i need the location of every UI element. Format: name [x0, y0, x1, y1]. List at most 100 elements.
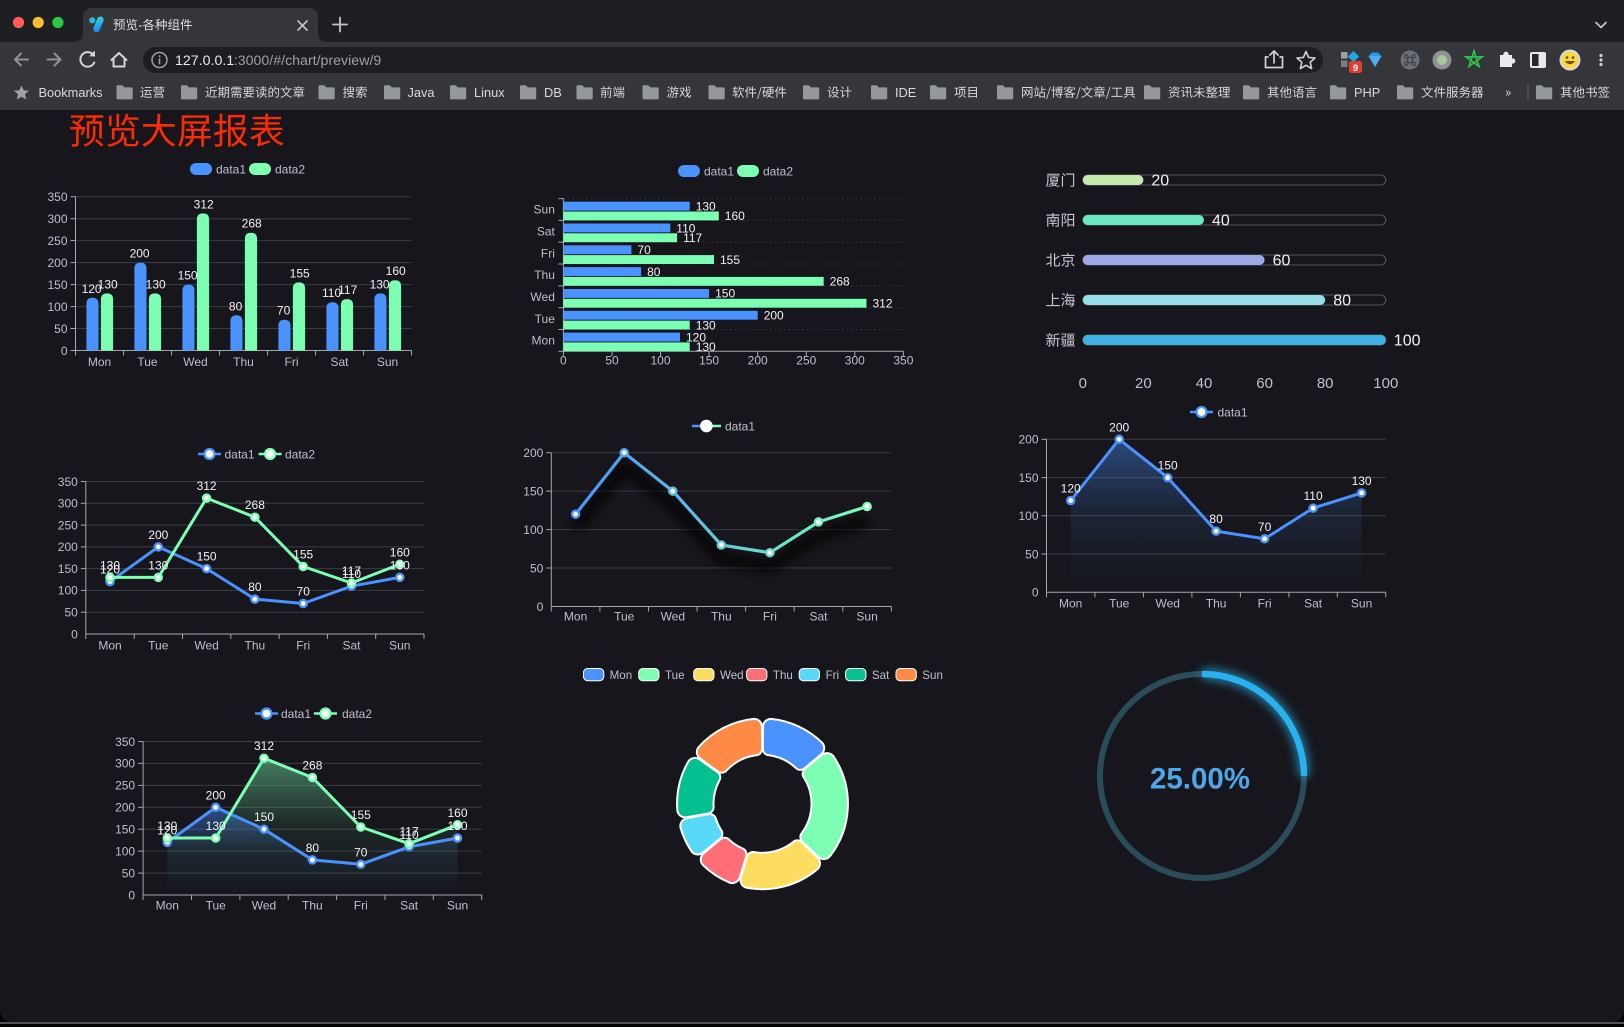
svg-text:130: 130 [370, 277, 390, 291]
svg-text:350: 350 [893, 354, 913, 368]
svg-text:80: 80 [248, 580, 262, 594]
svg-text:50: 50 [54, 322, 68, 336]
svg-text:60: 60 [1273, 253, 1291, 270]
svg-text:200: 200 [748, 354, 768, 368]
svg-text:268: 268 [302, 759, 322, 773]
svg-text:Fri: Fri [296, 639, 310, 653]
svg-text:Sun: Sun [377, 355, 398, 369]
svg-text:Mon: Mon [532, 334, 555, 348]
svg-text:150: 150 [47, 278, 67, 292]
svg-text:130: 130 [146, 277, 166, 291]
svg-text::3000/#/chart/preview/9: :3000/#/chart/preview/9 [234, 53, 382, 69]
svg-text:0: 0 [61, 344, 68, 358]
svg-text:268: 268 [245, 498, 265, 512]
svg-text:50: 50 [1025, 547, 1039, 561]
svg-text:DB: DB [544, 85, 562, 100]
svg-text:200: 200 [1018, 433, 1038, 447]
svg-text:Sun: Sun [447, 899, 468, 913]
svg-text:160: 160 [725, 209, 745, 223]
svg-text:data1: data1 [725, 420, 755, 434]
svg-text:data1: data1 [225, 448, 255, 462]
svg-text:Tue: Tue [1109, 597, 1130, 611]
svg-text:Sun: Sun [856, 610, 877, 624]
svg-text:Fri: Fri [763, 610, 777, 624]
svg-text:100: 100 [47, 300, 67, 314]
svg-text:100: 100 [650, 354, 670, 368]
svg-text:Thu: Thu [233, 355, 254, 369]
svg-text:200: 200 [148, 528, 168, 542]
svg-text:Wed: Wed [252, 899, 276, 913]
svg-text:200: 200 [1109, 420, 1129, 434]
svg-text:Sat: Sat [537, 225, 556, 239]
svg-text:117: 117 [400, 825, 419, 839]
svg-text:40: 40 [1196, 375, 1213, 392]
svg-text:70: 70 [297, 585, 311, 599]
svg-text:Wed: Wed [194, 639, 218, 653]
svg-text:100: 100 [115, 844, 135, 858]
svg-text:Sun: Sun [922, 669, 943, 682]
svg-text:250: 250 [796, 354, 816, 368]
svg-text:Mon: Mon [88, 355, 111, 369]
svg-text:155: 155 [290, 266, 310, 280]
svg-text:117: 117 [338, 283, 357, 297]
svg-text:0: 0 [537, 600, 544, 614]
svg-text:312: 312 [197, 479, 217, 493]
svg-text:-: - [138, 18, 142, 32]
svg-text:Wed: Wed [720, 669, 744, 682]
svg-text:250: 250 [58, 518, 78, 532]
svg-text:data1: data1 [281, 707, 311, 721]
svg-text:Mon: Mon [156, 899, 179, 913]
svg-text:150: 150 [254, 810, 274, 824]
svg-text:Fri: Fri [541, 246, 555, 260]
svg-text:268: 268 [242, 217, 262, 231]
svg-text:Wed: Wed [661, 610, 685, 624]
svg-text:Tue: Tue [148, 639, 169, 653]
svg-text:130: 130 [100, 558, 120, 572]
svg-text:Thu: Thu [302, 899, 323, 913]
svg-text:Tue: Tue [137, 355, 158, 369]
svg-text:100: 100 [1373, 375, 1398, 392]
svg-text:Tue: Tue [614, 610, 635, 624]
svg-text:Sat: Sat [872, 669, 890, 682]
svg-text:150: 150 [1018, 471, 1038, 485]
svg-text:200: 200 [523, 446, 543, 460]
svg-text:data2: data2 [763, 165, 793, 179]
svg-text:data1: data1 [216, 163, 246, 177]
svg-text:120: 120 [1061, 482, 1081, 496]
svg-text:0: 0 [1032, 586, 1039, 600]
svg-text:350: 350 [58, 475, 78, 489]
svg-text:25.00%: 25.00% [1150, 763, 1250, 796]
svg-text:150: 150 [1158, 459, 1178, 473]
svg-text:250: 250 [115, 779, 135, 793]
svg-text:155: 155 [720, 253, 740, 267]
svg-text:120: 120 [157, 823, 177, 837]
svg-text:Sun: Sun [1351, 597, 1372, 611]
svg-text:Mon: Mon [610, 669, 633, 682]
svg-text:300: 300 [58, 497, 78, 511]
svg-text:PHP: PHP [1354, 85, 1380, 100]
svg-text:80: 80 [306, 841, 320, 855]
svg-text:300: 300 [47, 212, 67, 226]
svg-text:100: 100 [58, 584, 78, 598]
svg-text:data1: data1 [1218, 406, 1248, 420]
svg-text:160: 160 [390, 545, 410, 559]
svg-text:200: 200 [58, 540, 78, 554]
svg-text:50: 50 [64, 606, 78, 620]
svg-text:Java: Java [408, 85, 436, 100]
svg-text:Thu: Thu [245, 639, 266, 653]
svg-text:Sat: Sat [400, 899, 419, 913]
svg-text:130: 130 [696, 199, 716, 213]
svg-text:155: 155 [351, 808, 371, 822]
svg-text:312: 312 [254, 739, 274, 753]
svg-text:50: 50 [122, 866, 136, 880]
svg-text:268: 268 [830, 275, 850, 289]
svg-text:120: 120 [686, 330, 706, 344]
svg-text:70: 70 [354, 845, 368, 859]
svg-text:0: 0 [71, 627, 78, 641]
svg-text:80: 80 [1333, 293, 1351, 310]
svg-text:data1: data1 [704, 165, 734, 179]
svg-text:data2: data2 [275, 163, 305, 177]
svg-text:120: 120 [82, 282, 102, 296]
svg-text:Fri: Fri [826, 669, 840, 682]
svg-text:70: 70 [277, 304, 291, 318]
